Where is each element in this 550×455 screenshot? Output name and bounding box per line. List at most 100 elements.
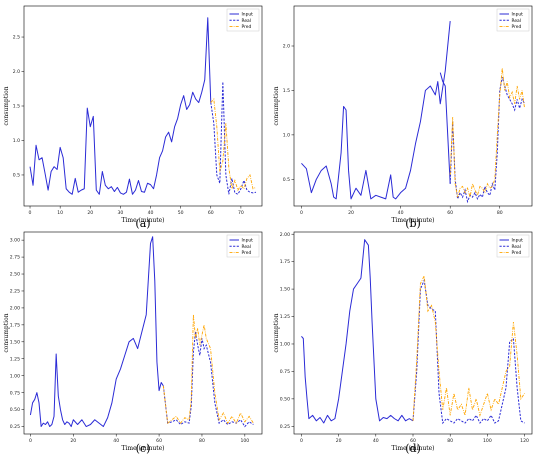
series-input-line — [29, 17, 212, 195]
x-tick-label: 80 — [199, 438, 205, 444]
y-tick-label: 0.75 — [280, 369, 290, 375]
y-tick-label: 1.00 — [280, 342, 290, 348]
y-tick-label: 2.75 — [10, 255, 20, 261]
plot-frame — [23, 5, 263, 207]
x-tick-label: 40 — [373, 438, 379, 444]
y-tick-label: 1.75 — [280, 259, 290, 265]
y-tick-label: 2.0 — [283, 44, 290, 50]
x-tick-label: 40 — [398, 210, 404, 216]
x-tick-label: 20 — [348, 210, 354, 216]
y-tick-label: 1.25 — [10, 356, 20, 362]
series-input-line — [29, 236, 164, 428]
chart-panel-c: 0 20 40 60 80 100 0.25 0.50 0.75 1.00 1.25 1.50 1.75… — [3, 231, 263, 455]
x-tick-label: 0 — [300, 438, 303, 444]
legend-label-real: Real — [512, 244, 521, 250]
series-real-line — [162, 331, 254, 428]
x-tick-label: 80 — [497, 210, 503, 216]
y-tick-label: 2.5 — [13, 35, 20, 41]
x-tick-label: 0 — [29, 210, 32, 216]
x-axis-title: Time (minute) — [121, 445, 164, 452]
y-axis-title: consumption — [3, 313, 10, 352]
x-tick-label: 20 — [336, 438, 342, 444]
panel-caption: (a) — [135, 217, 150, 230]
y-tick-label: 1.5 — [13, 104, 20, 110]
legend-label-input: Input — [242, 12, 254, 18]
x-tick-label: 10 — [57, 210, 63, 216]
panel-caption: (c) — [136, 442, 151, 455]
legend-label-input: Input — [512, 238, 524, 244]
x-tick-label: 70 — [238, 210, 244, 216]
y-tick-label: 2.0 — [13, 69, 20, 75]
x-axis-title: Time (minute) — [391, 217, 434, 224]
series-pred-line — [449, 68, 526, 198]
series-real-line — [412, 278, 525, 425]
plot-frame — [293, 231, 533, 435]
series-input-line — [301, 239, 414, 424]
x-tick-label: 40 — [113, 438, 119, 444]
y-tick-label: 0.5 — [283, 177, 290, 183]
legend-label-pred: Pred — [242, 250, 252, 256]
y-tick-label: 2.00 — [10, 306, 20, 312]
legend-label-input: Input — [512, 12, 524, 18]
y-tick-label: 2.50 — [10, 272, 20, 278]
x-tick-label: 60 — [447, 210, 453, 216]
x-tick-label: 60 — [410, 438, 416, 444]
series-real-line — [210, 81, 257, 195]
x-tick-label: 20 — [87, 210, 93, 216]
y-axis-title: consumption — [3, 86, 10, 125]
x-tick-label: 60 — [208, 210, 214, 216]
y-tick-label: 0.75 — [10, 390, 20, 396]
series-input-line — [439, 72, 451, 184]
panel-caption: (d) — [405, 442, 421, 455]
series-real-line — [449, 76, 525, 204]
legend-label-real: Real — [242, 244, 251, 250]
x-tick-label: 0 — [29, 438, 32, 444]
x-tick-label: 40 — [148, 210, 154, 216]
y-tick-label: 1.25 — [280, 314, 290, 320]
plot-frame — [23, 231, 263, 435]
x-tick-label: 100 — [483, 438, 492, 444]
chart-panel-d: 0 20 40 60 80 100 120 0.25 0.50 0.75 1.00 1.25 1.50 1… — [273, 231, 533, 455]
y-tick-label: 2.25 — [10, 289, 20, 295]
x-tick-label: 60 — [156, 438, 162, 444]
x-tick-label: 50 — [178, 210, 184, 216]
x-tick-label: 120 — [520, 438, 529, 444]
y-tick-label: 2.00 — [280, 232, 290, 238]
y-tick-label: 1.5 — [283, 88, 290, 94]
x-tick-label: 100 — [240, 438, 249, 444]
y-tick-label: 1.0 — [283, 132, 290, 138]
legend-label-real: Real — [242, 18, 251, 24]
y-tick-label: 0.50 — [280, 396, 290, 402]
legend-label-pred: Pred — [512, 24, 522, 30]
legend-label-pred: Pred — [242, 24, 252, 30]
y-tick-label: 0.5 — [13, 173, 20, 179]
x-tick-label: 0 — [300, 210, 303, 216]
x-axis-title: Time (minute) — [121, 217, 164, 224]
panel-caption: (b) — [405, 217, 421, 230]
legend-label-input: Input — [242, 238, 254, 244]
series-pred-line — [162, 314, 254, 425]
x-axis-title: Time (minute) — [391, 445, 434, 452]
legend-label-real: Real — [512, 18, 521, 24]
series-pred-line — [210, 98, 257, 192]
legend-label-pred: Pred — [512, 250, 522, 256]
y-tick-label: 3.00 — [10, 238, 20, 244]
y-axis-title: consumption — [273, 313, 280, 352]
y-axis-title: consumption — [273, 86, 280, 125]
chart-panel-b: 0 20 40 60 80 0.5 1.0 1.5 2.0 Time (minute) consum… — [273, 5, 533, 230]
y-tick-label: 0.25 — [10, 424, 20, 430]
y-tick-label: 0.50 — [10, 407, 20, 413]
series-pred-line — [412, 274, 525, 421]
plot-frame — [293, 5, 533, 207]
x-tick-label: 30 — [117, 210, 123, 216]
y-tick-label: 1.0 — [13, 138, 20, 144]
chart-panel-a: 0 10 20 30 40 50 60 70 0.5 1.0 1.5 2.0 2.5 Time (minu… — [3, 5, 263, 230]
y-tick-label: 1.50 — [10, 339, 20, 345]
y-tick-label: 0.25 — [280, 424, 290, 430]
x-tick-label: 20 — [70, 438, 76, 444]
